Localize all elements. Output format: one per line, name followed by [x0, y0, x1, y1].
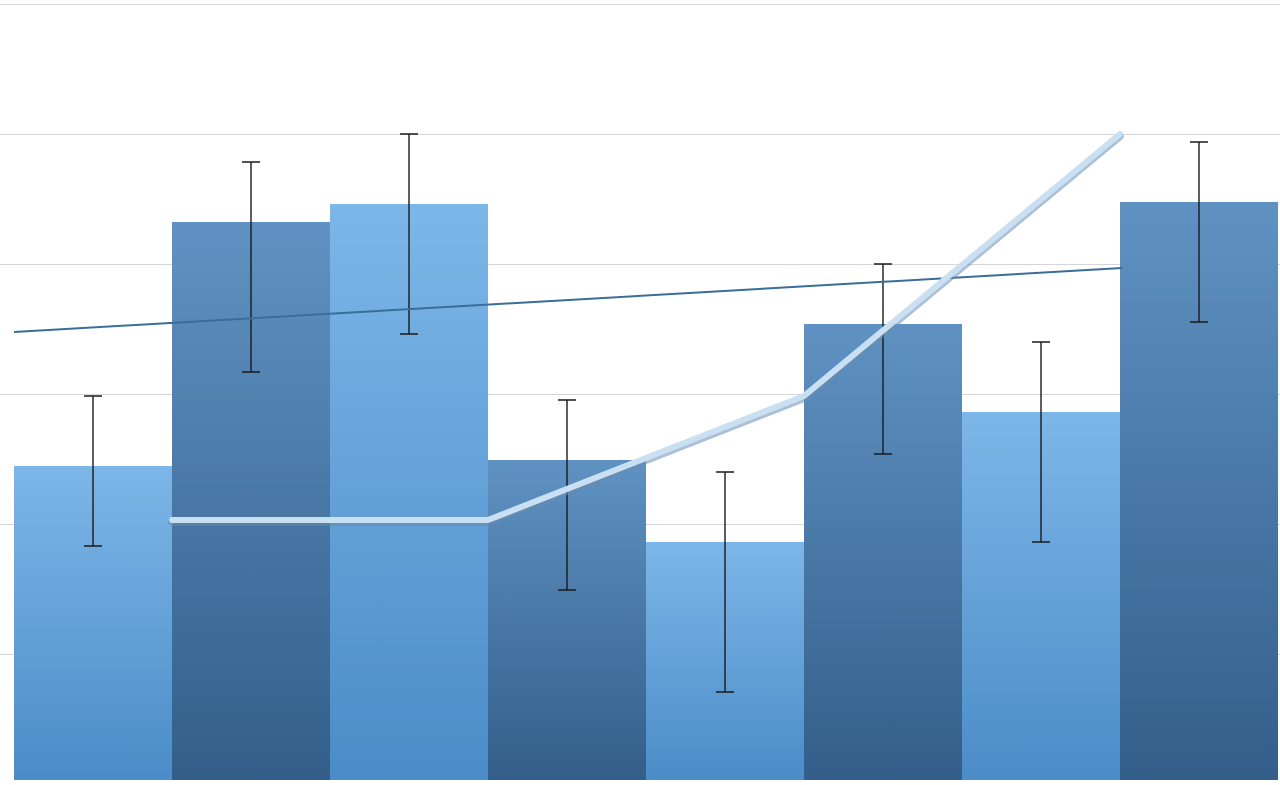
gridline: [0, 134, 1280, 135]
gridline: [0, 654, 1280, 655]
gridline: [0, 4, 1280, 5]
gridline: [0, 394, 1280, 395]
plot-area: [0, 0, 1280, 785]
gridline: [0, 264, 1280, 265]
gridline: [0, 524, 1280, 525]
chart-container: [0, 0, 1280, 785]
